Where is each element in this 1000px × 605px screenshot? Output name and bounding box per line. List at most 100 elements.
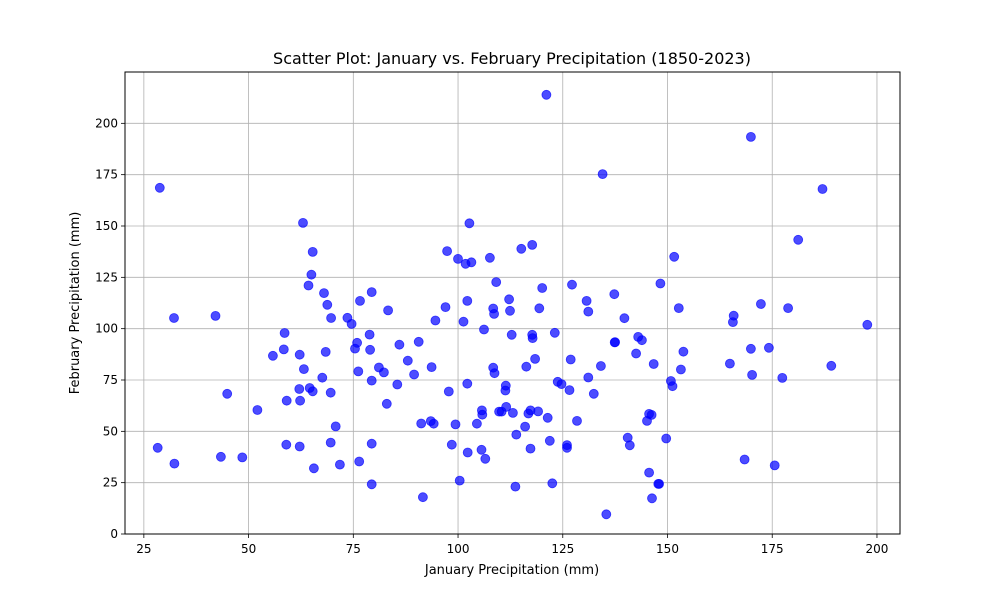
data-point: [320, 346, 331, 357]
y-axis-label: February Precipitation (mm): [68, 212, 83, 395]
data-point: [581, 295, 592, 306]
x-tick-label: 175: [761, 542, 784, 556]
data-point: [267, 350, 278, 361]
data-point: [330, 421, 341, 432]
y-tick-label: 200: [95, 116, 118, 130]
data-point: [413, 336, 424, 347]
data-point: [222, 388, 233, 399]
data-point: [394, 339, 405, 350]
data-point: [440, 302, 451, 313]
y-tick-label: 25: [103, 476, 118, 490]
data-point: [564, 385, 575, 396]
data-point: [610, 337, 620, 348]
data-point: [392, 379, 403, 390]
data-point: [480, 453, 491, 464]
data-point: [443, 386, 454, 397]
data-point: [477, 409, 488, 420]
data-point: [446, 439, 457, 450]
data-point: [484, 252, 495, 263]
x-tick-label: 150: [656, 542, 679, 556]
data-point: [417, 492, 428, 503]
y-tick-label: 50: [103, 424, 118, 438]
data-point: [334, 459, 345, 470]
data-point: [769, 460, 780, 471]
data-point: [279, 328, 290, 338]
data-point: [294, 384, 305, 394]
data-point: [294, 441, 305, 452]
data-point: [520, 421, 530, 432]
data-point: [764, 342, 774, 353]
data-point: [624, 440, 635, 451]
data-point: [489, 368, 500, 379]
data-point: [378, 367, 389, 378]
data-point: [609, 289, 620, 300]
x-tick-label: 125: [551, 542, 574, 556]
data-point: [654, 478, 664, 489]
data-point: [673, 303, 684, 314]
data-point: [326, 313, 337, 323]
y-tick-label: 150: [95, 219, 118, 233]
data-point: [541, 89, 552, 100]
data-point: [430, 315, 441, 326]
data-point: [489, 308, 500, 319]
data-point: [491, 277, 502, 288]
data-point: [365, 344, 376, 355]
data-point: [319, 288, 329, 299]
data-point: [281, 439, 292, 450]
data-point: [210, 310, 221, 321]
data-point: [521, 361, 532, 372]
data-point: [565, 354, 576, 365]
data-point: [442, 246, 453, 257]
y-tick-label: 75: [103, 373, 118, 387]
data-point: [739, 454, 750, 465]
data-point: [303, 280, 314, 291]
data-point: [596, 361, 606, 371]
data-point: [317, 372, 328, 383]
data-point: [728, 310, 739, 321]
data-point: [215, 451, 226, 462]
data-points: [152, 89, 873, 520]
x-axis-label: January Precipitation (mm): [424, 563, 599, 578]
data-point: [426, 362, 437, 373]
data-point: [366, 375, 377, 386]
data-point: [501, 401, 512, 412]
data-point: [504, 294, 515, 305]
data-point: [325, 387, 336, 398]
data-point: [646, 409, 657, 420]
data-point: [583, 372, 594, 383]
data-point: [322, 299, 333, 310]
data-point: [534, 303, 545, 314]
data-point: [402, 355, 413, 366]
data-point: [756, 299, 766, 309]
data-point: [281, 395, 292, 406]
data-point: [562, 442, 572, 453]
data-point: [533, 406, 543, 417]
data-point: [464, 218, 475, 229]
data-point: [383, 305, 394, 316]
data-point: [583, 306, 594, 317]
data-point: [462, 378, 473, 389]
data-point: [516, 243, 527, 254]
data-point: [572, 415, 582, 426]
data-point: [631, 348, 641, 359]
data-point: [307, 386, 318, 397]
data-point: [678, 346, 689, 357]
x-tick-label: 50: [241, 542, 256, 556]
data-point: [567, 279, 577, 290]
data-point: [308, 463, 319, 474]
data-point: [647, 493, 657, 504]
data-point: [648, 359, 659, 369]
data-point: [525, 443, 536, 454]
data-point: [725, 358, 735, 369]
data-point: [826, 360, 837, 371]
data-point: [450, 419, 461, 430]
data-point: [325, 437, 336, 448]
data-point: [346, 318, 357, 329]
data-point: [355, 295, 365, 306]
data-point: [152, 442, 163, 453]
data-point: [661, 433, 672, 444]
data-point: [747, 369, 757, 380]
data-point: [454, 475, 465, 486]
data-point: [588, 388, 599, 399]
